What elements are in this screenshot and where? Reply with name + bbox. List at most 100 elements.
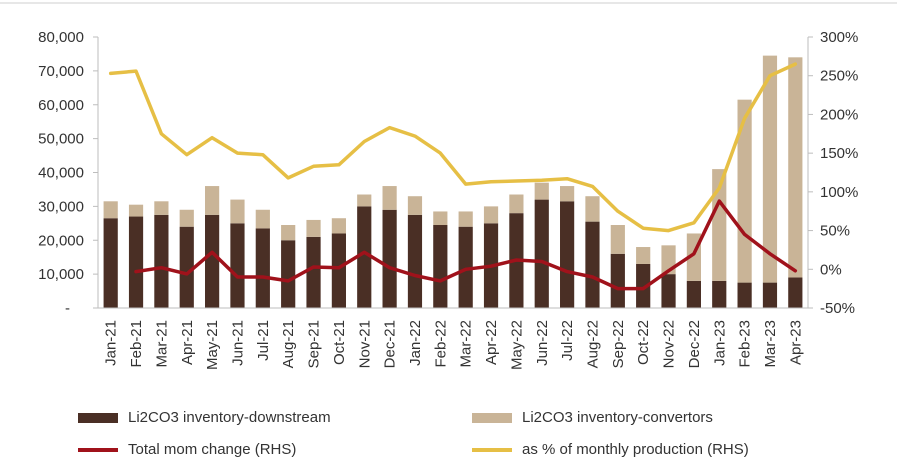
bar-convertors bbox=[281, 225, 296, 241]
right-tick-label: 200% bbox=[820, 106, 858, 123]
x-tick-label: Jun-22 bbox=[534, 320, 551, 366]
bar-downstream bbox=[205, 214, 220, 308]
bar-downstream bbox=[534, 199, 549, 308]
bar-downstream bbox=[585, 221, 600, 308]
bar-downstream bbox=[712, 280, 727, 308]
x-tick-label: Sep-22 bbox=[610, 320, 627, 368]
x-tick-label: Feb-22 bbox=[432, 320, 449, 368]
bar-downstream bbox=[737, 282, 752, 308]
bar-convertors bbox=[509, 194, 524, 214]
right-axis: -50% 0% 50% 100% 150% 200% 250% 300% bbox=[808, 29, 858, 317]
bar-convertors bbox=[483, 206, 499, 224]
x-tick-label: Jan-23 bbox=[711, 320, 728, 366]
left-tick-label: 80,000 bbox=[38, 29, 84, 46]
bar-convertors bbox=[534, 182, 549, 200]
bar-convertors bbox=[788, 57, 803, 278]
bar-convertors bbox=[610, 225, 625, 254]
x-tick-label: Nov-22 bbox=[661, 320, 678, 368]
bar-downstream bbox=[230, 223, 245, 308]
bar-convertors bbox=[407, 196, 423, 215]
bar-downstream bbox=[103, 218, 118, 308]
x-tick-label: May-21 bbox=[204, 320, 221, 370]
line-series bbox=[108, 62, 798, 291]
x-tick-label: Oct-22 bbox=[635, 320, 652, 365]
right-tick-label: 100% bbox=[820, 184, 858, 201]
bar-series bbox=[103, 55, 803, 308]
x-tick-label: Mar-23 bbox=[762, 320, 779, 368]
bar-convertors bbox=[560, 186, 575, 202]
right-tick-label: 250% bbox=[820, 68, 858, 85]
x-tick-label: Sep-21 bbox=[306, 320, 323, 368]
bar-downstream bbox=[179, 226, 194, 308]
x-tick-label: Apr-23 bbox=[787, 320, 804, 365]
bar-downstream bbox=[281, 240, 296, 308]
bar-convertors bbox=[128, 204, 144, 217]
bar-downstream bbox=[762, 282, 778, 308]
x-tick-label: Nov-21 bbox=[356, 320, 373, 368]
right-tick-label: 0% bbox=[820, 261, 842, 278]
bar-convertors bbox=[103, 201, 118, 219]
bar-convertors bbox=[357, 194, 372, 207]
x-tick-label: Dec-22 bbox=[686, 320, 703, 368]
x-tick-label: Jun-21 bbox=[230, 320, 247, 366]
bar-convertors bbox=[255, 209, 270, 229]
x-axis: Jan-21 Feb-21 Mar-21 Apr-21 May-21 Jun-21 Jul-… bbox=[103, 320, 805, 370]
line-mom-change bbox=[134, 199, 798, 291]
x-tick-label: Jul-22 bbox=[559, 320, 576, 361]
bar-downstream bbox=[382, 209, 397, 308]
left-tick-label: 20,000 bbox=[38, 232, 84, 249]
bar-downstream bbox=[331, 233, 346, 308]
bar-convertors bbox=[230, 199, 245, 224]
bar-downstream bbox=[433, 225, 448, 308]
bar-downstream bbox=[255, 228, 270, 308]
bar-convertors bbox=[382, 186, 397, 210]
bar-downstream bbox=[686, 280, 701, 308]
left-tick-label: 50,000 bbox=[38, 131, 84, 148]
left-tick-label: 30,000 bbox=[38, 198, 84, 215]
bar-convertors bbox=[179, 209, 194, 227]
bar-downstream bbox=[610, 253, 625, 308]
left-tick-label: 10,000 bbox=[38, 266, 84, 283]
x-tick-label: Oct-21 bbox=[331, 320, 348, 365]
bar-downstream bbox=[154, 214, 169, 308]
x-tick-label: Apr-22 bbox=[483, 320, 500, 365]
line-pct-production bbox=[108, 62, 798, 233]
bar-convertors bbox=[306, 219, 321, 237]
x-tick-label: Jan-22 bbox=[407, 320, 424, 366]
bar-convertors bbox=[712, 169, 727, 281]
bar-downstream bbox=[306, 236, 321, 308]
x-tick-label: Mar-22 bbox=[458, 320, 475, 368]
x-tick-label: Jan-21 bbox=[103, 320, 120, 366]
bar-convertors bbox=[205, 186, 220, 215]
x-tick-label: Dec-21 bbox=[382, 320, 399, 368]
bar-downstream bbox=[357, 206, 372, 308]
bar-convertors bbox=[154, 201, 169, 215]
right-tick-label: 300% bbox=[820, 29, 858, 46]
x-tick-label: Aug-21 bbox=[280, 320, 297, 368]
left-tick-label: 40,000 bbox=[38, 165, 84, 182]
bar-convertors bbox=[433, 211, 448, 226]
x-tick-label: Aug-22 bbox=[585, 320, 602, 368]
bar-downstream bbox=[407, 214, 423, 308]
bar-downstream bbox=[560, 201, 575, 308]
bar-convertors bbox=[636, 247, 651, 264]
right-tick-label: 50% bbox=[820, 223, 850, 240]
bar-downstream bbox=[788, 277, 803, 308]
bar-downstream bbox=[636, 263, 651, 308]
bar-downstream bbox=[128, 216, 144, 308]
bar-convertors bbox=[762, 55, 778, 283]
x-tick-label: Jul-21 bbox=[255, 320, 272, 361]
bar-convertors bbox=[458, 211, 473, 227]
right-tick-label: 150% bbox=[820, 145, 858, 162]
x-tick-label: Feb-23 bbox=[737, 320, 754, 368]
bar-convertors bbox=[331, 218, 346, 234]
bar-downstream bbox=[458, 226, 473, 308]
bar-convertors bbox=[585, 196, 600, 222]
x-tick-label: Mar-21 bbox=[153, 320, 170, 368]
bar-downstream bbox=[661, 274, 676, 308]
left-tick-label: 60,000 bbox=[38, 97, 84, 114]
left-axis: - 10,000 20,000 30,000 40,000 50,000 60,000 70,… bbox=[38, 29, 98, 317]
right-tick-label: -50% bbox=[820, 300, 855, 317]
